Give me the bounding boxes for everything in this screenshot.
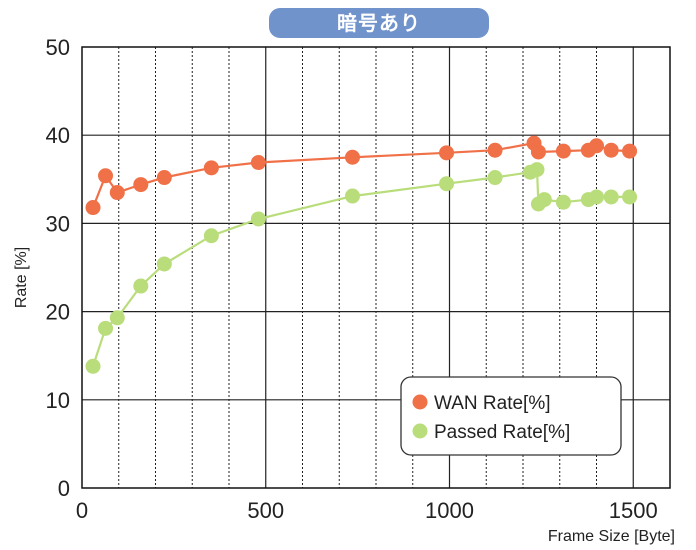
legend-marker-wan-rate [412,394,428,410]
x-tick-label: 500 [247,498,284,523]
y-tick-label: 10 [46,388,70,413]
data-point [555,194,571,210]
data-point [530,144,546,160]
data-point [344,188,360,204]
chart-title-badge: 暗号あり [269,8,489,38]
data-point [589,138,604,154]
data-point [487,142,503,158]
data-point [98,168,114,184]
data-point [98,320,114,336]
y-tick-label: 20 [46,300,70,325]
data-point [85,358,101,374]
y-axis-label: Rate [%] [13,247,30,308]
x-tick-label: 0 [76,498,88,523]
data-point [622,143,638,159]
data-point [555,143,571,159]
data-point [203,160,219,176]
data-point [439,176,455,192]
data-point [529,162,545,178]
y-tick-label: 50 [46,35,70,60]
x-tick-label: 1500 [609,498,658,523]
data-point [622,189,638,205]
y-tick-label: 30 [46,211,70,236]
data-point [133,177,149,193]
data-point [439,145,455,161]
data-point [589,189,604,205]
data-point [603,142,619,158]
data-point [536,192,552,208]
legend-label-wan-rate: WAN Rate[%] [434,393,551,414]
legend-label-passed-rate: Passed Rate[%] [434,422,570,443]
data-point [85,200,101,216]
legend: WAN Rate[%] Passed Rate[%] [400,376,622,456]
x-axis-ticks: 0 500 1000 1500 [76,498,658,523]
series-wan-rate [85,135,638,216]
data-point [109,310,125,326]
series-group [85,135,638,374]
data-point [156,170,172,186]
data-point [250,155,266,171]
y-tick-label: 0 [58,476,70,501]
legend-marker-passed-rate [412,423,428,439]
data-point [156,256,172,272]
data-point [603,189,619,205]
plot-area-frame [81,46,671,489]
legend-box [400,376,622,456]
data-point [250,211,266,227]
data-point [133,278,149,294]
y-axis-ticks: 0 10 20 30 40 50 [46,35,70,501]
data-point [487,170,503,186]
data-point [109,185,125,201]
x-tick-label: 1000 [425,498,474,523]
y-tick-label: 40 [46,123,70,148]
x-axis-label: Frame Size [Byte] [548,528,675,545]
series-passed-rate [85,162,638,374]
data-point [203,228,219,244]
data-point [344,149,360,165]
grid-lines [82,47,670,488]
